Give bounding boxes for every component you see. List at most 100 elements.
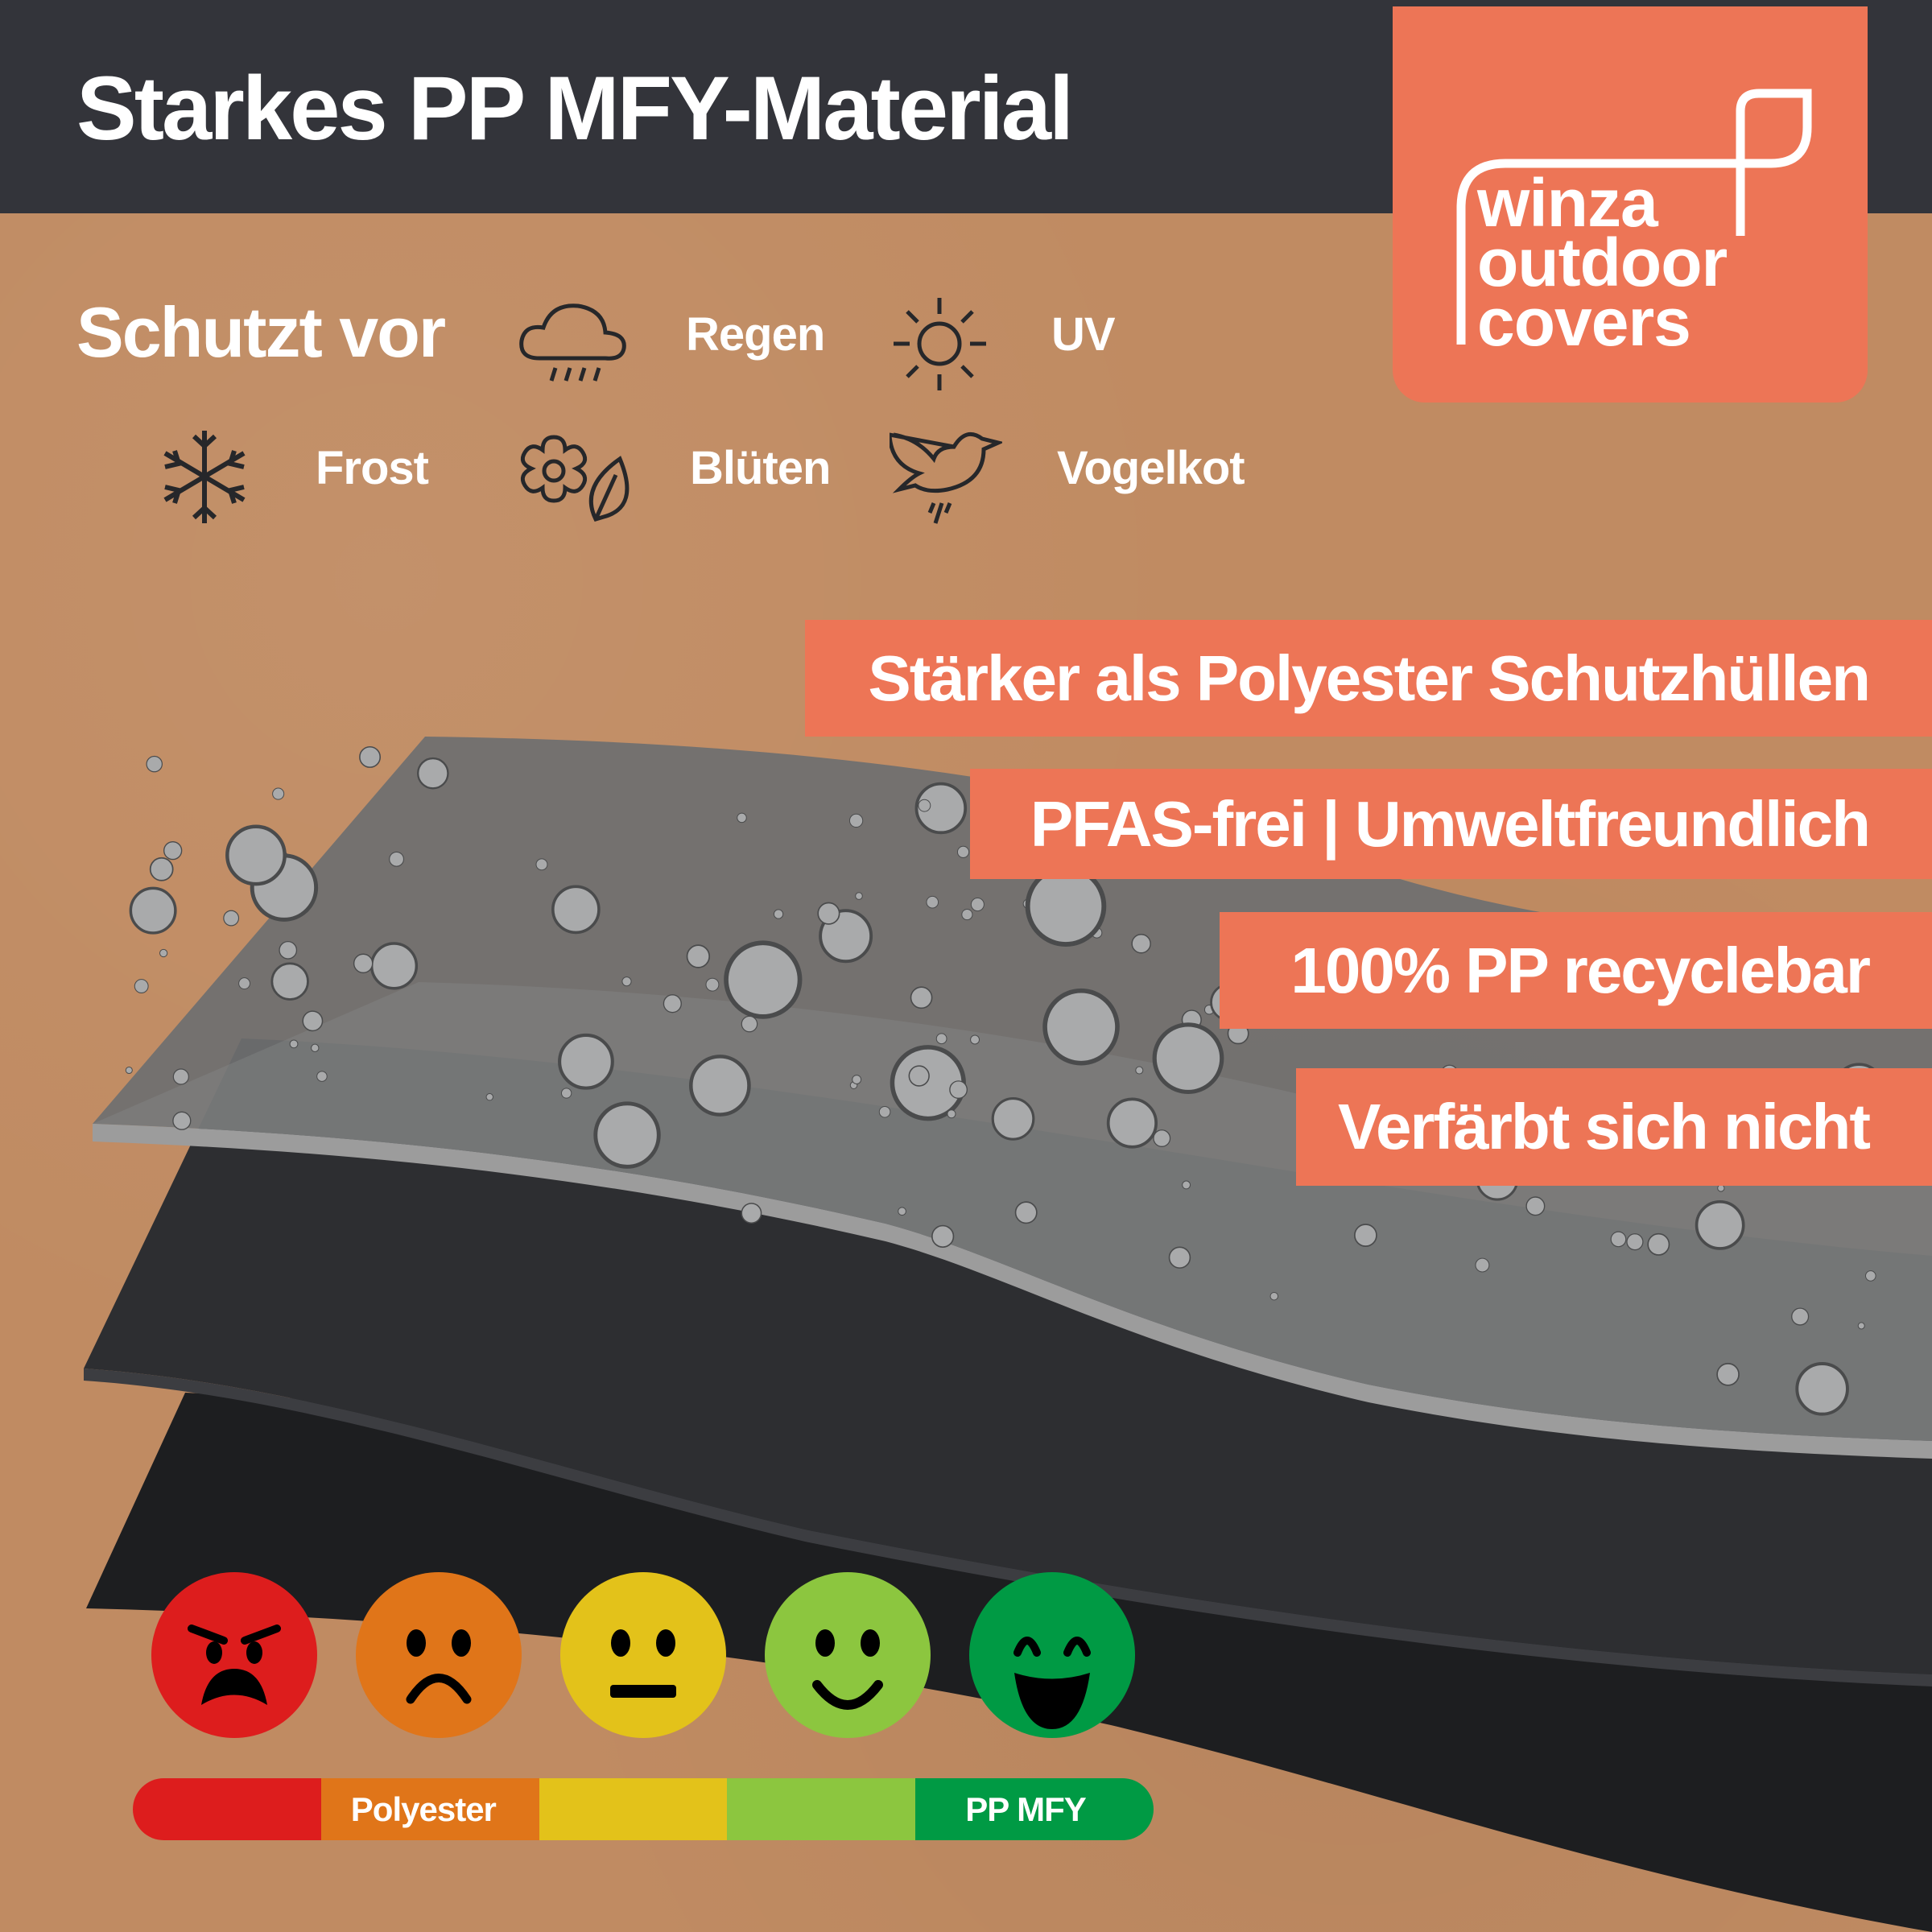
- logo-text-line: outdoor: [1477, 225, 1728, 300]
- water-droplet: [1610, 1231, 1627, 1248]
- water-droplet: [1042, 988, 1120, 1066]
- snowflake-icon: [163, 431, 246, 523]
- middle-layer-edge: [84, 1368, 1932, 1686]
- water-droplet: [1865, 1270, 1876, 1282]
- water-droplet: [1353, 1224, 1377, 1247]
- water-droplet: [485, 1092, 493, 1101]
- water-droplet: [852, 1075, 862, 1085]
- water-droplet: [1857, 1322, 1865, 1330]
- water-droplet: [272, 787, 285, 800]
- water-droplet: [134, 979, 149, 993]
- water-droplet: [663, 994, 682, 1013]
- water-droplet: [1795, 1362, 1849, 1416]
- water-droplet: [918, 799, 931, 812]
- water-droplet: [1269, 1291, 1279, 1301]
- angry-face-icon: [151, 1572, 317, 1738]
- water-droplet: [238, 977, 251, 990]
- water-droplet: [949, 1080, 968, 1099]
- water-droplet: [935, 1033, 947, 1045]
- water-droplet: [898, 1207, 906, 1216]
- logo-text-line: winza: [1477, 165, 1658, 241]
- water-droplet: [737, 812, 747, 824]
- water-droplet: [817, 902, 840, 925]
- water-droplet: [223, 910, 240, 927]
- water-droplet: [225, 824, 287, 886]
- very-happy-face-icon: [969, 1572, 1135, 1738]
- water-droplet: [172, 1111, 192, 1130]
- flower-leaf-icon: [520, 435, 630, 522]
- water-droplet: [926, 895, 939, 909]
- water-droplet: [1791, 1307, 1810, 1326]
- protection-label-uv: UV: [1051, 308, 1116, 361]
- water-droplet: [741, 1203, 762, 1224]
- feature-banner-colorfast: Verfärbt sich nicht: [1296, 1068, 1932, 1186]
- water-droplet: [961, 909, 973, 921]
- water-droplet: [1475, 1257, 1490, 1273]
- water-droplet: [1106, 1097, 1158, 1149]
- feature-banner-recyclable: 100% PP recyclebar: [1220, 912, 1932, 1029]
- water-droplet: [1182, 1180, 1191, 1190]
- water-droplet: [1014, 1201, 1038, 1224]
- bird-icon: [890, 431, 1002, 524]
- water-droplet: [159, 948, 168, 958]
- scale-segment: [727, 1778, 916, 1840]
- water-droplet: [1168, 1246, 1191, 1269]
- water-droplet: [970, 898, 985, 912]
- water-droplet: [947, 1109, 956, 1119]
- water-droplet: [956, 845, 970, 858]
- water-droplet: [686, 944, 711, 968]
- water-droplet: [1716, 1363, 1740, 1386]
- sad-face-icon: [356, 1572, 522, 1738]
- water-droplet: [910, 986, 933, 1009]
- water-droplet: [316, 1071, 328, 1082]
- water-droplet: [359, 745, 382, 768]
- water-droplet: [1131, 934, 1151, 954]
- water-droplet: [593, 1101, 661, 1169]
- water-droplet: [1152, 1022, 1224, 1095]
- water-droplet: [1153, 1129, 1171, 1147]
- water-droplet: [279, 940, 298, 960]
- water-droplet: [369, 942, 419, 990]
- water-droplet: [773, 909, 784, 919]
- scale-segment-pp-mfy: PP MFY: [915, 1778, 1154, 1840]
- water-droplet: [621, 976, 632, 987]
- water-droplet: [551, 885, 601, 935]
- water-droplet: [172, 1068, 189, 1085]
- water-droplet: [389, 851, 405, 867]
- water-droplet: [270, 962, 309, 1001]
- water-droplet: [991, 1096, 1035, 1141]
- protection-label-frost: Frost: [316, 442, 429, 494]
- water-droplet: [417, 757, 449, 790]
- scale-segment: [539, 1778, 728, 1840]
- water-droplet: [535, 858, 548, 871]
- water-droplet: [129, 886, 177, 935]
- water-droplet: [970, 1034, 980, 1045]
- cloud-rain-icon: [519, 303, 626, 382]
- water-droplet: [1626, 1233, 1644, 1251]
- page-title: Starkes PP MFY-Material: [76, 58, 1074, 159]
- water-droplet: [125, 1066, 133, 1075]
- water-droplet: [149, 857, 174, 881]
- water-droplet: [1647, 1232, 1670, 1256]
- scale-segment: [133, 1778, 321, 1840]
- water-droplet: [931, 1224, 955, 1248]
- protection-label-rain: Regen: [686, 308, 825, 361]
- scale-segment-polyester: Polyester: [320, 1778, 539, 1840]
- water-droplet: [914, 782, 968, 835]
- water-droplet: [855, 892, 863, 900]
- leaf-frame-icon: [1456, 89, 1812, 345]
- water-droplet: [689, 1055, 751, 1117]
- water-droplet: [1695, 1200, 1745, 1250]
- brand-logo: winza outdoor covers: [1393, 6, 1868, 402]
- water-droplet: [353, 953, 374, 974]
- logo-text-line: covers: [1477, 284, 1691, 360]
- water-droplet: [311, 1043, 320, 1052]
- water-droplet: [560, 1088, 572, 1099]
- water-droplet: [1025, 865, 1107, 947]
- neutral-face-icon: [560, 1572, 726, 1738]
- water-droplet: [302, 1010, 324, 1032]
- happy-face-icon: [765, 1572, 931, 1738]
- sun-icon: [894, 298, 986, 390]
- water-droplet: [1135, 1066, 1144, 1075]
